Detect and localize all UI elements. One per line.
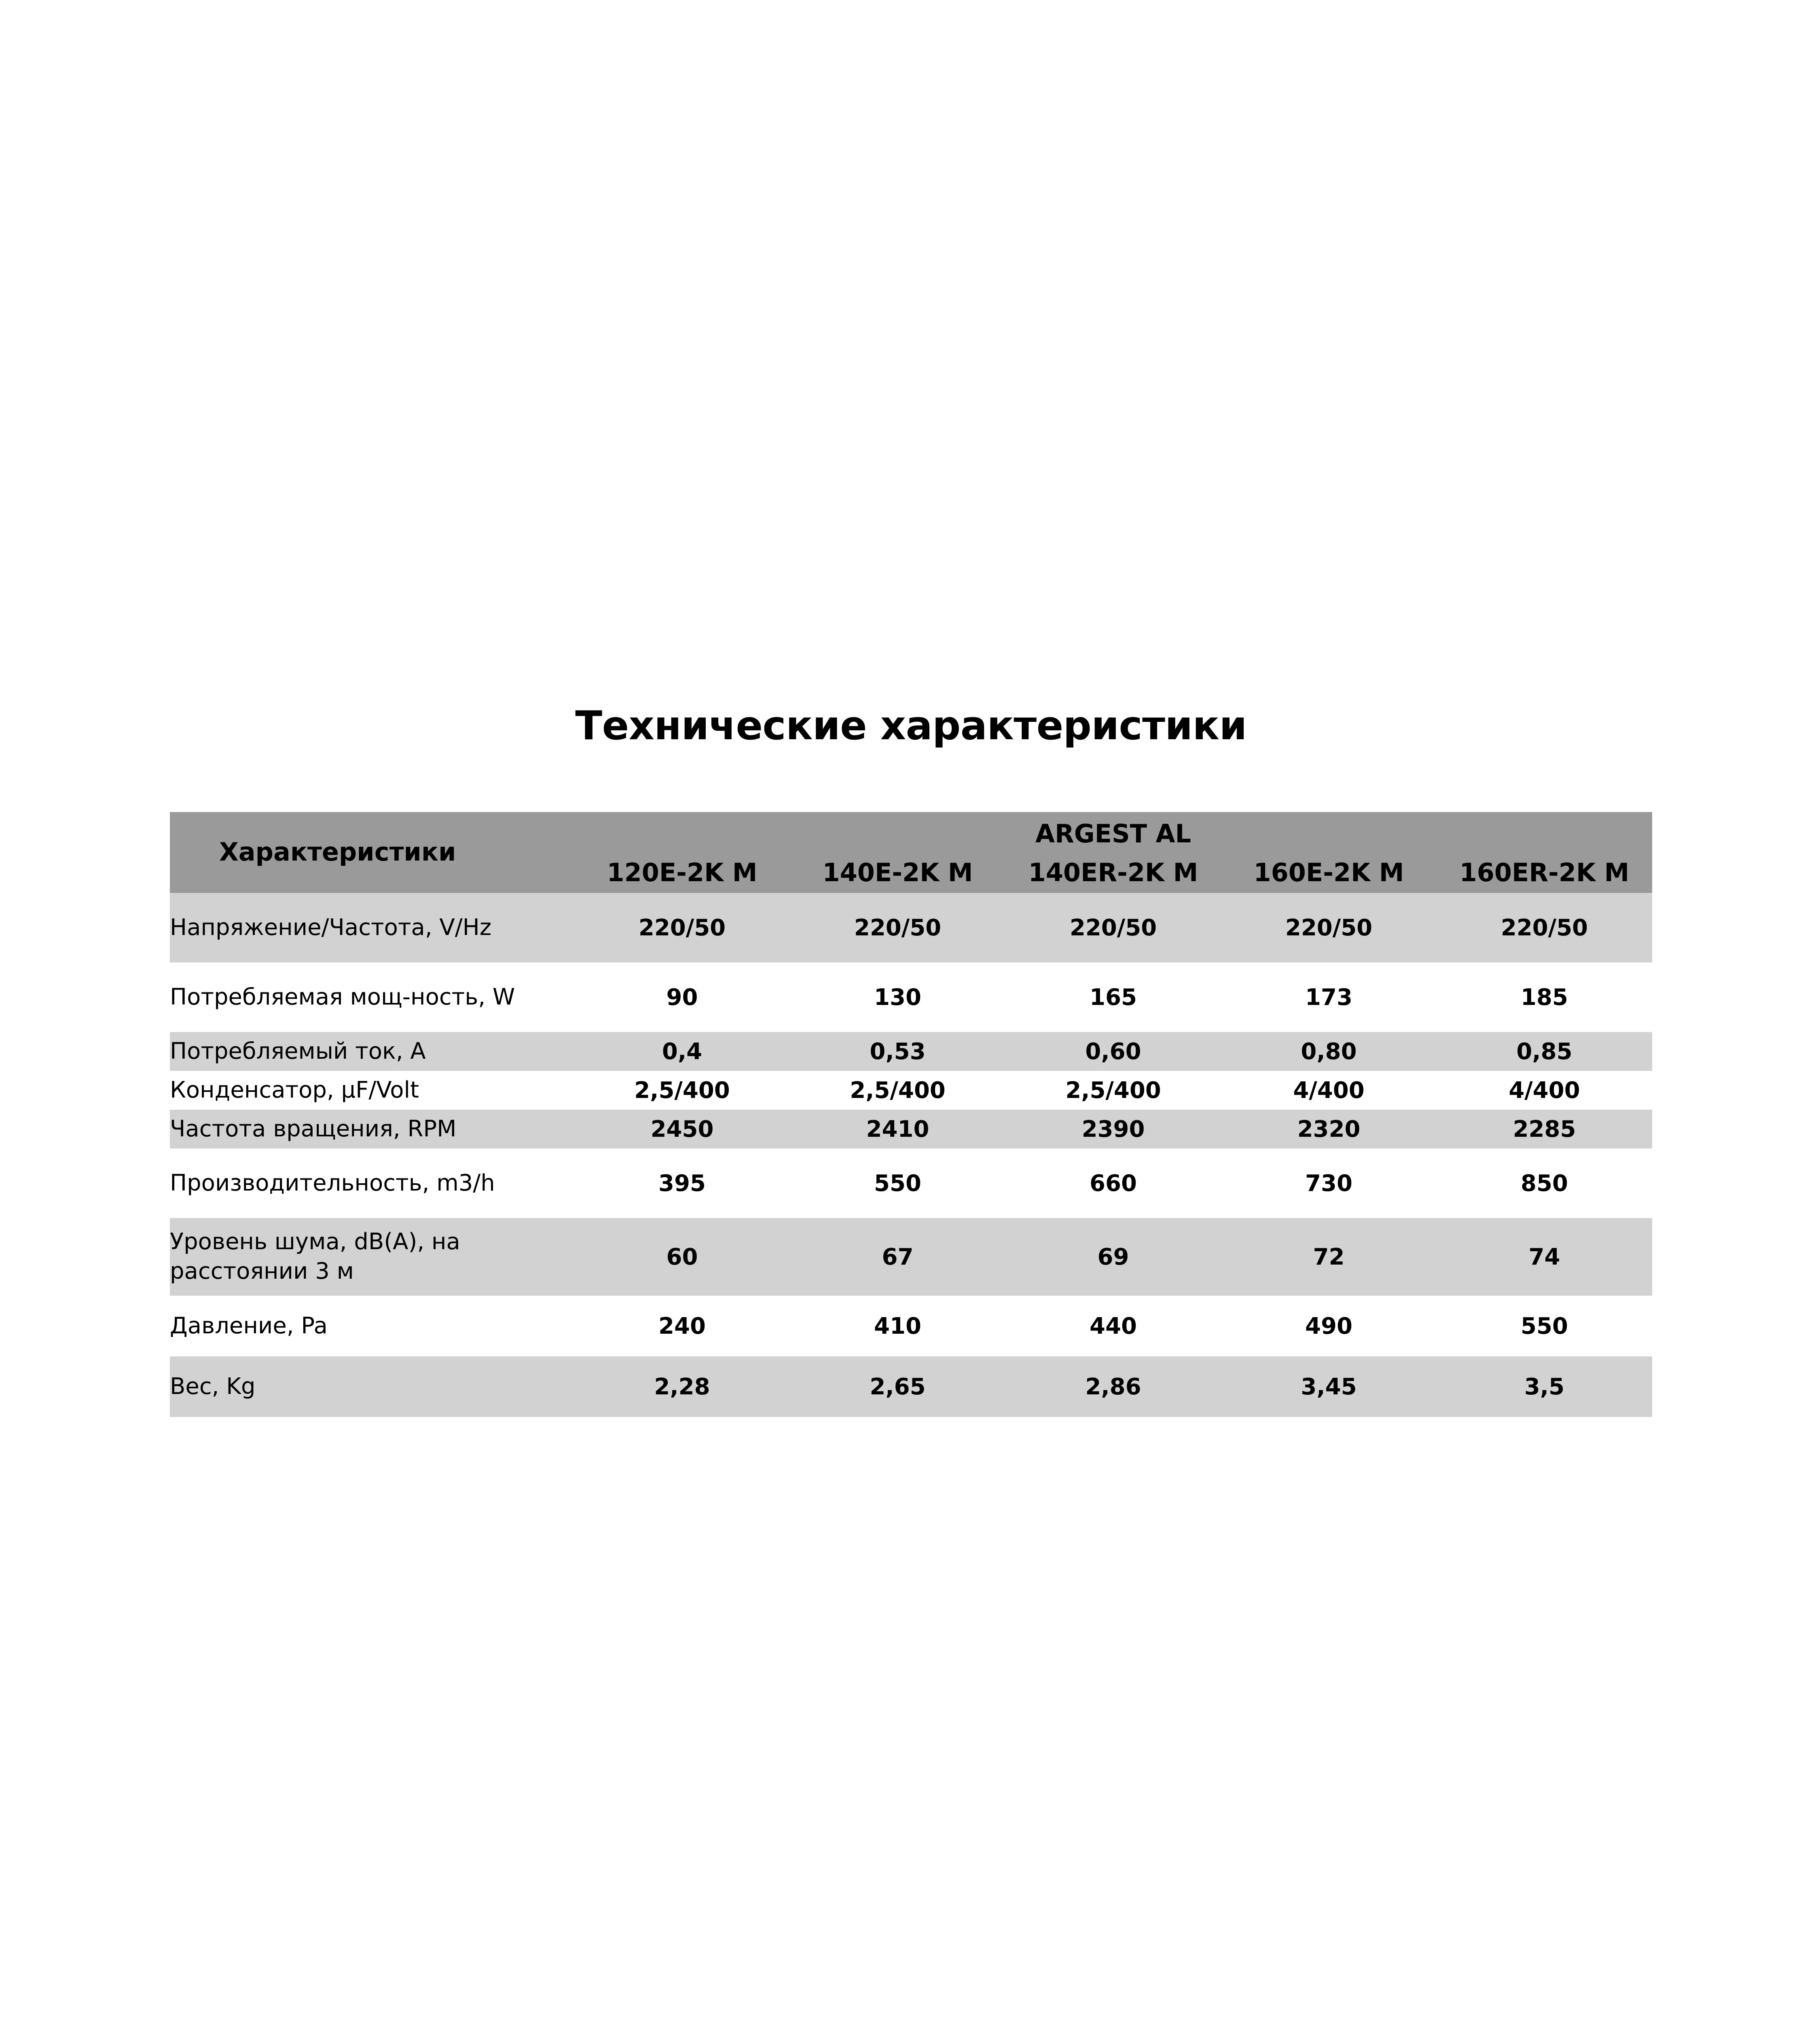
header-model-row: 120E-2K M 140E-2K M 140ER-2K M 160E-2K M… [170, 850, 1652, 893]
row-value: 72 [1221, 1218, 1437, 1296]
row-value: 60 [574, 1218, 790, 1296]
row-value: 2,5/400 [790, 1071, 1005, 1110]
row-value: 67 [790, 1218, 1005, 1296]
row-value: 2410 [790, 1110, 1005, 1148]
row-value: 410 [790, 1296, 1005, 1356]
header-label-characteristics: Характеристики [170, 812, 574, 893]
row-label: Производительность, m3/h [170, 1148, 574, 1218]
table-row-airflow: Производительность, m3/h 395 550 660 730… [170, 1148, 1652, 1218]
row-value: 4/400 [1437, 1071, 1652, 1110]
row-value: 240 [574, 1296, 790, 1356]
row-value: 220/50 [1221, 893, 1437, 962]
row-value: 2450 [574, 1110, 790, 1148]
column-header-model-1: 120E-2K M [574, 850, 790, 893]
row-label: Потребляемый ток, A [170, 1032, 574, 1071]
row-label: Потребляемая мощ-ность, W [170, 962, 574, 1032]
row-value: 0,60 [1005, 1032, 1221, 1071]
row-value: 490 [1221, 1296, 1437, 1356]
specifications-table: Характеристики ARGEST AL 120E-2K M 140E-… [170, 812, 1652, 1417]
row-value: 0,80 [1221, 1032, 1437, 1071]
row-value: 2,86 [1005, 1356, 1221, 1417]
row-value: 395 [574, 1148, 790, 1218]
row-label: Давление, Pa [170, 1296, 574, 1356]
row-value: 220/50 [574, 893, 790, 962]
row-value: 850 [1437, 1148, 1652, 1218]
row-value: 165 [1005, 962, 1221, 1032]
table-header: Характеристики ARGEST AL 120E-2K M 140E-… [170, 812, 1652, 893]
table-body: Напряжение/Частота, V/Hz 220/50 220/50 2… [170, 893, 1652, 1417]
row-value: 90 [574, 962, 790, 1032]
table-row-weight: Вес, Kg 2,28 2,65 2,86 3,45 3,5 [170, 1356, 1652, 1417]
row-label: Напряжение/Частота, V/Hz [170, 893, 574, 962]
row-value: 730 [1221, 1148, 1437, 1218]
row-value: 440 [1005, 1296, 1221, 1356]
row-value: 660 [1005, 1148, 1221, 1218]
row-value: 74 [1437, 1218, 1652, 1296]
row-value: 2,65 [790, 1356, 1005, 1417]
table-row-pressure: Давление, Pa 240 410 440 490 550 [170, 1296, 1652, 1356]
row-value: 130 [790, 962, 1005, 1032]
column-header-model-3: 140ER-2K M [1005, 850, 1221, 893]
header-brand-row: Характеристики ARGEST AL [170, 812, 1652, 893]
row-value: 69 [1005, 1218, 1221, 1296]
row-value: 2285 [1437, 1110, 1652, 1148]
column-header-model-5: 160ER-2K M [1437, 850, 1652, 893]
row-value: 2,5/400 [1005, 1071, 1221, 1110]
row-value: 550 [790, 1148, 1005, 1218]
row-value: 220/50 [1005, 893, 1221, 962]
row-value: 0,4 [574, 1032, 790, 1071]
row-value: 2320 [1221, 1110, 1437, 1148]
row-label: Конденсатор, μF/Volt [170, 1071, 574, 1110]
row-value: 2,5/400 [574, 1071, 790, 1110]
table-row-rotation-speed: Частота вращения, RPM 2450 2410 2390 232… [170, 1110, 1652, 1148]
header-brand-argest-al: ARGEST AL [574, 812, 1652, 850]
row-value: 3,45 [1221, 1356, 1437, 1417]
column-header-model-2: 140E-2K M [790, 850, 1005, 893]
column-header-model-4: 160E-2K M [1221, 850, 1437, 893]
row-value: 220/50 [1437, 893, 1652, 962]
row-label: Частота вращения, RPM [170, 1110, 574, 1148]
row-value: 0,53 [790, 1032, 1005, 1071]
row-value: 4/400 [1221, 1071, 1437, 1110]
row-value: 0,85 [1437, 1032, 1652, 1071]
table-row-voltage-frequency: Напряжение/Частота, V/Hz 220/50 220/50 2… [170, 893, 1652, 962]
row-value: 185 [1437, 962, 1652, 1032]
row-value: 3,5 [1437, 1356, 1652, 1417]
row-label: Вес, Kg [170, 1356, 574, 1417]
row-value: 220/50 [790, 893, 1005, 962]
row-value: 2390 [1005, 1110, 1221, 1148]
row-value: 173 [1221, 962, 1437, 1032]
page-title: Технические характеристики [575, 703, 1247, 749]
table-row-power-consumption: Потребляемая мощ-ность, W 90 130 165 173… [170, 962, 1652, 1032]
row-value: 2,28 [574, 1356, 790, 1417]
table-row-current: Потребляемый ток, A 0,4 0,53 0,60 0,80 0… [170, 1032, 1652, 1071]
table-row-noise-level: Уровень шума, dB(A), на расстоянии 3 м 6… [170, 1218, 1652, 1296]
table-row-capacitor: Конденсатор, μF/Volt 2,5/400 2,5/400 2,5… [170, 1071, 1652, 1110]
row-label: Уровень шума, dB(A), на расстоянии 3 м [170, 1218, 574, 1296]
row-value: 550 [1437, 1296, 1652, 1356]
